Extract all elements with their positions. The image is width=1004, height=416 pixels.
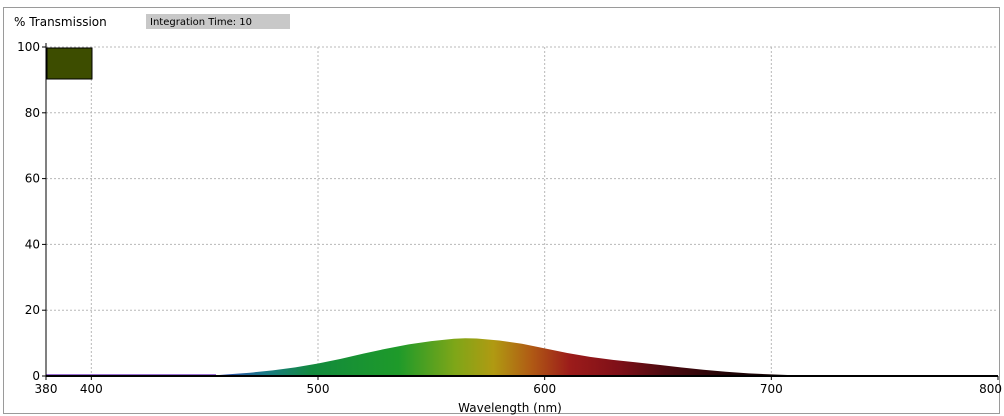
x-tick-label-600: 600	[533, 382, 556, 396]
y-tick-label-40: 40	[25, 237, 40, 251]
x-axis-label: Wavelength (nm)	[458, 401, 562, 415]
x-tick-label-500: 500	[307, 382, 330, 396]
x-tick-label-700: 700	[760, 382, 783, 396]
y-tick-label-80: 80	[25, 106, 40, 120]
x-tick-label-380: 380	[35, 382, 58, 396]
y-tick-label-60: 60	[25, 172, 40, 186]
transmission-area	[46, 338, 817, 376]
x-tick-label-800: 800	[979, 382, 1002, 396]
y-tick-label-20: 20	[25, 303, 40, 317]
grid	[46, 47, 998, 376]
series-area	[46, 338, 817, 376]
y-axis-label: % Transmission	[14, 15, 107, 29]
y-tick-label-0: 0	[32, 369, 40, 383]
axes	[42, 43, 998, 380]
integration-time-label: Integration Time: 10	[150, 17, 252, 28]
x-tick-label-400: 400	[80, 382, 103, 396]
y-tick-label-100: 100	[17, 40, 40, 54]
color-swatch	[47, 48, 92, 79]
